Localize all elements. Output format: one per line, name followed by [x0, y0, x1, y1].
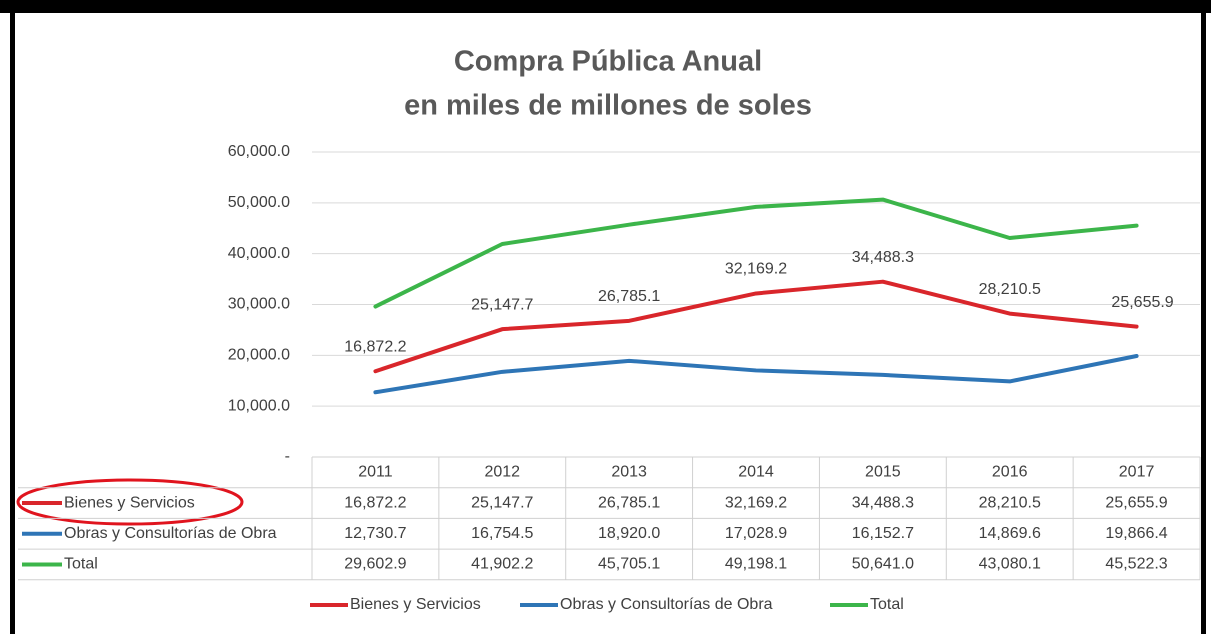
table-cell: 32,169.2 — [725, 494, 787, 511]
table-cell: 17,028.9 — [725, 525, 787, 542]
y-tick-label: 40,000.0 — [228, 245, 290, 262]
x-tick-label: 2017 — [1119, 464, 1155, 481]
table-cell: 25,655.9 — [1105, 494, 1167, 511]
data-label: 34,488.3 — [852, 249, 914, 266]
x-tick-label: 2015 — [865, 464, 901, 481]
y-tick-label: 60,000.0 — [228, 143, 290, 160]
table-cell: 16,152.7 — [852, 525, 914, 542]
table-cell: 49,198.1 — [725, 556, 787, 573]
table-cell: 26,785.1 — [598, 494, 660, 511]
data-label: 25,147.7 — [471, 296, 533, 313]
table-cell: 19,866.4 — [1105, 525, 1167, 542]
data-label: 26,785.1 — [598, 288, 660, 305]
table-row-label: Bienes y Servicios — [64, 494, 195, 511]
table-row-label: Total — [64, 556, 98, 573]
chart-title: Compra Pública Anual — [454, 46, 762, 78]
table-cell: 29,602.9 — [344, 556, 406, 573]
frame-left — [10, 0, 15, 634]
y-tick-label: 10,000.0 — [228, 397, 290, 414]
chart-subtitle: en miles de millones de soles — [404, 90, 812, 122]
table-cell: 25,147.7 — [471, 494, 533, 511]
y-tick-label: - — [285, 448, 290, 465]
table-cell: 50,641.0 — [852, 556, 914, 573]
data-label: 25,655.9 — [1111, 294, 1173, 311]
series-line — [373, 354, 1139, 395]
data-label: 28,210.5 — [979, 281, 1041, 298]
x-tick-label: 2012 — [484, 464, 520, 481]
y-tick-label: 20,000.0 — [228, 347, 290, 364]
series-line — [373, 197, 1139, 309]
legend-label: Obras y Consultorías de Obra — [560, 596, 773, 613]
legend-label: Bienes y Servicios — [350, 596, 481, 613]
annotation-ellipse — [16, 478, 244, 526]
frame-right — [1201, 0, 1206, 634]
table-cell: 14,869.6 — [979, 525, 1041, 542]
table-cell: 28,210.5 — [979, 494, 1041, 511]
table-cell: 16,872.2 — [344, 494, 406, 511]
x-tick-label: 2016 — [992, 464, 1028, 481]
table-cell: 16,754.5 — [471, 525, 533, 542]
table-cell: 45,705.1 — [598, 556, 660, 573]
x-tick-label: 2013 — [611, 464, 647, 481]
table-cell: 45,522.3 — [1105, 556, 1167, 573]
table-cell: 41,902.2 — [471, 556, 533, 573]
x-tick-label: 2011 — [358, 464, 393, 481]
table-row-label: Obras y Consultorías de Obra — [64, 525, 277, 542]
table-cell: 18,920.0 — [598, 525, 660, 542]
table-cell: 43,080.1 — [979, 556, 1041, 573]
table-cell: 34,488.3 — [852, 494, 914, 511]
x-tick-label: 2014 — [738, 464, 774, 481]
series-line — [373, 279, 1139, 374]
y-tick-label: 30,000.0 — [228, 296, 290, 313]
table-cell: 12,730.7 — [344, 525, 406, 542]
data-label: 16,872.2 — [344, 338, 406, 355]
frame-top — [0, 0, 1211, 13]
data-label: 32,169.2 — [725, 261, 787, 278]
y-tick-label: 50,000.0 — [228, 194, 290, 211]
legend-label: Total — [870, 596, 904, 613]
